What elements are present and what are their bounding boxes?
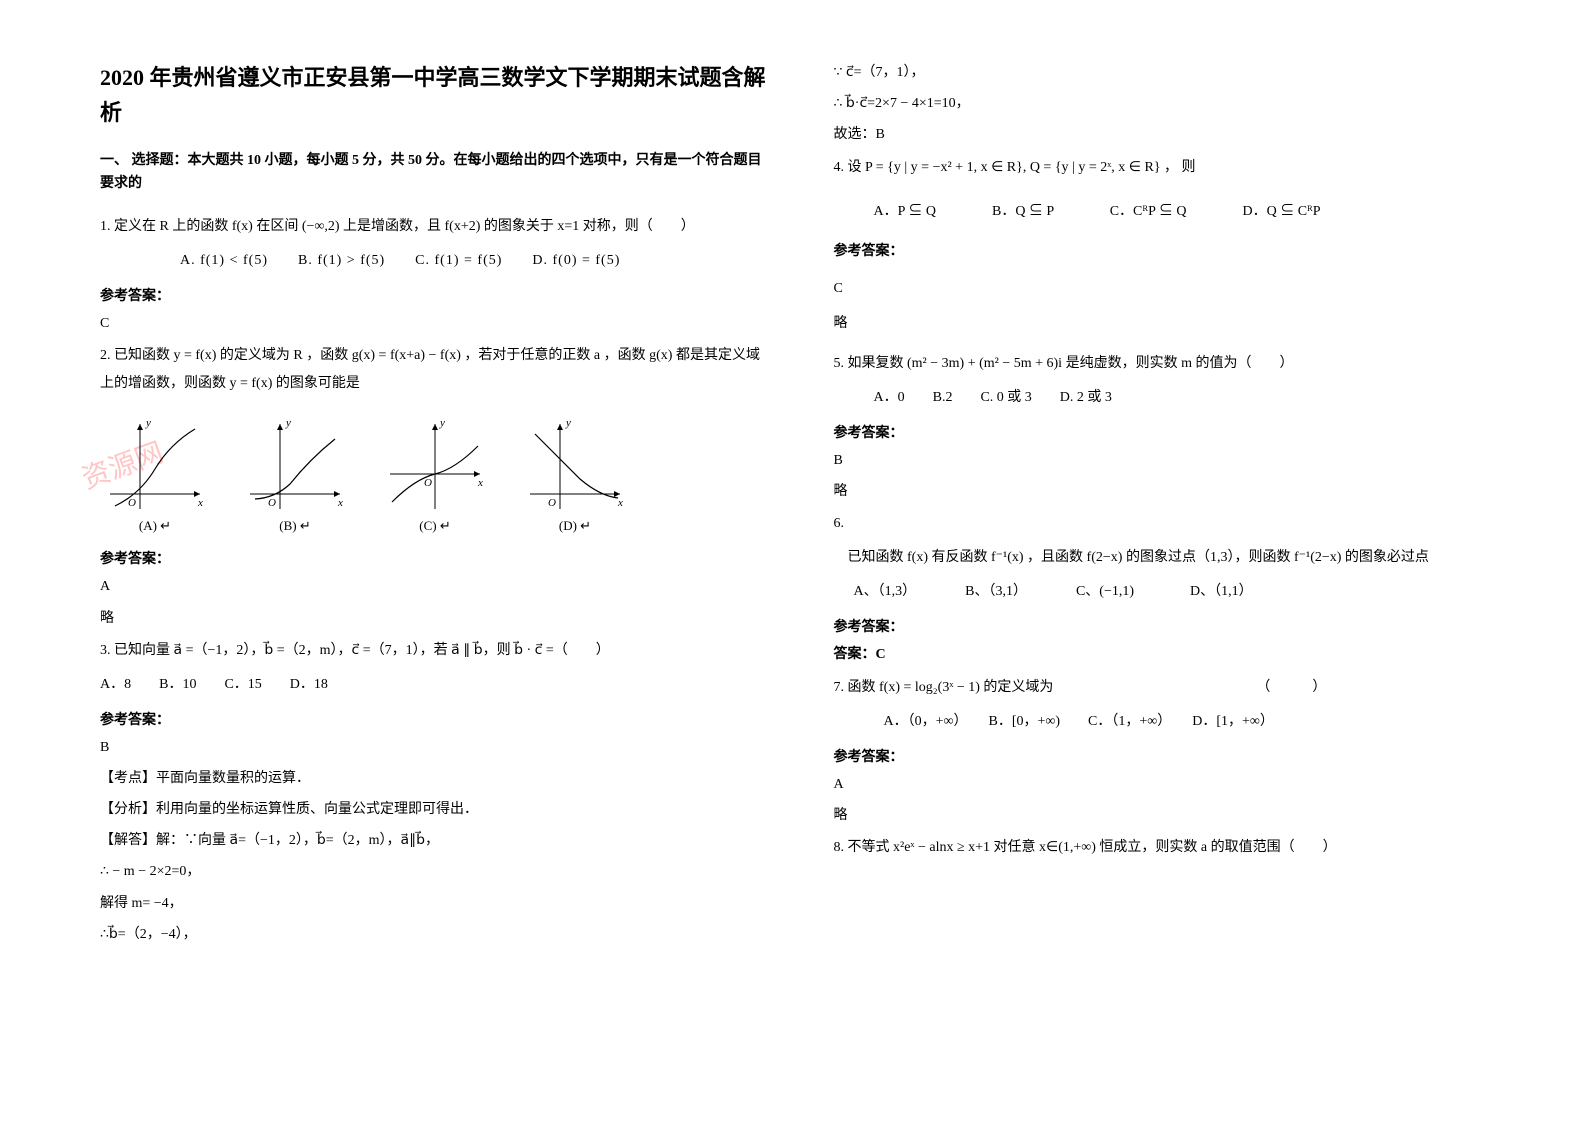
graph-d: y x O (D) ↵ <box>520 414 630 534</box>
q4-text: 4. 设 P = {y | y = −x² + 1, x ∈ R}, Q = {… <box>834 154 1508 182</box>
svg-text:O: O <box>268 497 276 509</box>
q6-ans-label: 参考答案： <box>834 616 1508 636</box>
q6-options: A、（1,3） B、（3,1） C、(−1,1) D、（1,1） <box>854 578 1508 606</box>
q1-ans: C <box>100 311 774 336</box>
q5-text: 5. 如果复数 (m² − 3m) + (m² − 5m + 6)i 是纯虚数，… <box>834 350 1508 378</box>
q2-extra: 略 <box>100 606 774 631</box>
graph-a: y x O (A) ↵ <box>100 414 210 534</box>
page-container: 2020 年贵州省遵义市正安县第一中学高三数学文下学期期末试题含解析 一、 选择… <box>0 0 1587 1122</box>
svg-text:O: O <box>128 497 136 509</box>
svg-text:y: y <box>439 417 445 429</box>
q3b-l3: 故选：B <box>834 122 1508 147</box>
svg-text:x: x <box>197 497 203 509</box>
q8-text: 8. 不等式 x²eˣ − alnx ≥ x+1 对任意 x∈(1,+∞) 恒成… <box>834 834 1508 862</box>
right-column: ∵ c⃗=（7，1）， ∴ b⃗·c⃗=2×7 − 4×1=10， 故选：B 4… <box>834 60 1508 1082</box>
q7-ans-label: 参考答案： <box>834 746 1508 766</box>
q6-num: 6. <box>834 510 1508 538</box>
graph-b: y x O (B) ↵ <box>240 414 350 534</box>
q3b-l1: ∵ c⃗=（7，1）， <box>834 60 1508 85</box>
svg-text:y: y <box>285 417 291 429</box>
svg-text:x: x <box>477 477 483 489</box>
q3-exp6: ∴b⃗=（2，−4）， <box>100 922 774 947</box>
q2-ans: A <box>100 574 774 599</box>
q2-ans-label: 参考答案： <box>100 548 774 568</box>
svg-text:x: x <box>617 497 623 509</box>
q4-extra: 略 <box>834 311 1508 336</box>
q4-options: A．P ⊆ Q B．Q ⊆ P C．CᴿP ⊆ Q D．Q ⊆ CᴿP <box>874 198 1508 226</box>
graph-c-svg: y x O <box>380 414 490 514</box>
graph-b-svg: y x O <box>240 414 350 514</box>
svg-text:O: O <box>424 477 432 489</box>
left-column: 2020 年贵州省遵义市正安县第一中学高三数学文下学期期末试题含解析 一、 选择… <box>100 60 774 1082</box>
graph-a-svg: y x O <box>100 414 210 514</box>
q3b-l2: ∴ b⃗·c⃗=2×7 − 4×1=10， <box>834 91 1508 116</box>
q3-options: A．8 B．10 C．15 D．18 <box>100 671 774 699</box>
graph-c: y x O (C) ↵ <box>380 414 490 534</box>
q3-text: 3. 已知向量 a⃗ =（−1，2），b⃗ =（2，m），c⃗ =（7，1），若… <box>100 637 774 665</box>
doc-title: 2020 年贵州省遵义市正安县第一中学高三数学文下学期期末试题含解析 <box>100 60 774 130</box>
q5-options: A．0 B.2 C. 0 或 3 D. 2 或 3 <box>874 384 1508 412</box>
q3-exp5: 解得 m= −4， <box>100 891 774 916</box>
q7-options: A．（0，+∞） B．[0，+∞) C．（1，+∞） D．[1，+∞） <box>884 708 1508 736</box>
q6-text: 已知函数 f(x) 有反函数 f⁻¹(x) ，且函数 f(2−x) 的图象过点（… <box>834 544 1508 572</box>
q3-exp2: 【分析】利用向量的坐标运算性质、向量公式定理即可得出． <box>100 797 774 822</box>
svg-text:y: y <box>145 417 151 429</box>
q7-text: 7. 函数 f(x) = log₂(3ˣ − 1) 的定义域为 （ ） <box>834 674 1508 702</box>
svg-text:x: x <box>337 497 343 509</box>
q5-extra: 略 <box>834 479 1508 504</box>
q3-exp3: 【解答】解：∵向量 a⃗=（−1，2），b⃗=（2，m），a⃗∥b⃗， <box>100 828 774 853</box>
q2-graphs: 资源网 y x O (A) ↵ <box>100 414 774 534</box>
q7-ans: A <box>834 772 1508 797</box>
q3-ans-label: 参考答案： <box>100 709 774 729</box>
svg-text:O: O <box>548 497 556 509</box>
section-header: 一、 选择题：本大题共 10 小题，每小题 5 分，共 50 分。在每小题给出的… <box>100 150 774 195</box>
graph-b-label: (B) ↵ <box>240 518 350 534</box>
q2-text: 2. 已知函数 y = f(x) 的定义域为 R ，函数 g(x) = f(x+… <box>100 342 774 398</box>
q3-exp1: 【考点】平面向量数量积的运算． <box>100 766 774 791</box>
svg-text:y: y <box>565 417 571 429</box>
graph-c-label: (C) ↵ <box>380 518 490 534</box>
q5-ans: B <box>834 448 1508 473</box>
q1-ans-label: 参考答案： <box>100 285 774 305</box>
graph-d-svg: y x O <box>520 414 630 514</box>
q1-text: 1. 定义在 R 上的函数 f(x) 在区间 (−∞,2) 上是增函数，且 f(… <box>100 213 774 241</box>
graph-a-label: (A) ↵ <box>100 518 210 534</box>
q6-ans: 答案：C <box>834 642 1508 667</box>
q7-extra: 略 <box>834 803 1508 828</box>
q3-exp4: ∴ − m − 2×2=0， <box>100 859 774 884</box>
graph-d-label: (D) ↵ <box>520 518 630 534</box>
q4-ans-label: 参考答案： <box>834 240 1508 260</box>
q5-ans-label: 参考答案： <box>834 422 1508 442</box>
q3-ans: B <box>100 735 774 760</box>
q4-ans: C <box>834 276 1508 301</box>
q1-options: A. f(1) < f(5) B. f(1) > f(5) C. f(1) = … <box>180 247 774 275</box>
